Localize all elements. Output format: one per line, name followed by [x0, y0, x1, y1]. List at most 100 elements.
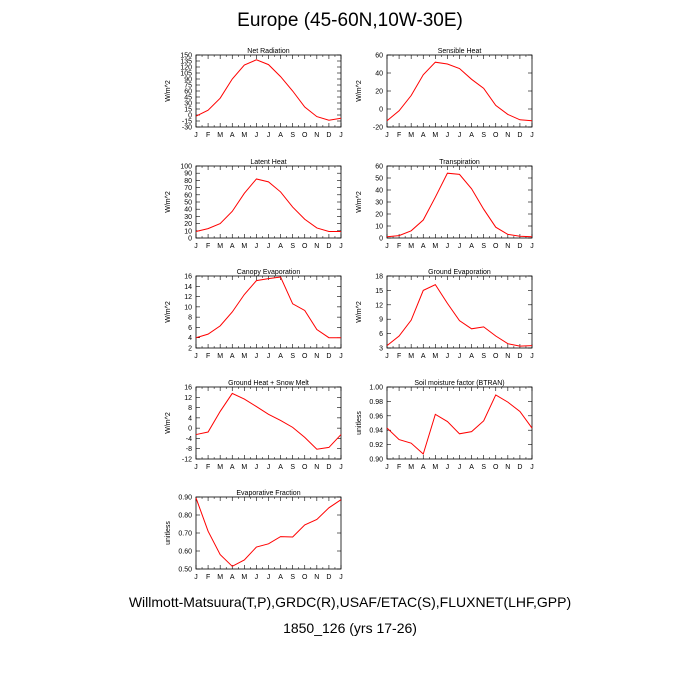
x-tick-label: J: [530, 353, 534, 360]
y-tick-label: 30: [184, 101, 192, 108]
y-tick-label: 75: [184, 83, 192, 90]
x-tick-label: M: [432, 353, 438, 360]
x-tick-label: S: [290, 132, 295, 139]
x-tick-label: J: [385, 464, 389, 471]
x-tick-label: F: [397, 243, 401, 250]
y-tick-label: 0.96: [369, 413, 383, 420]
series-line: [195, 178, 341, 233]
chart-panel-3: J F M A M J J A S O N D J0102030405060TranspirationW…: [356, 159, 534, 250]
x-tick-label: O: [302, 243, 308, 250]
x-tick-label: J: [530, 132, 534, 139]
x-tick-label: J: [446, 132, 450, 139]
x-tick-label: D: [517, 353, 522, 360]
x-tick-label: F: [206, 464, 210, 471]
y-tick-label: 80: [184, 178, 192, 185]
x-tick-label: S: [290, 353, 295, 360]
x-tick-label: J: [339, 243, 343, 250]
y-tick-label: 12: [184, 395, 192, 402]
x-tick-label: J: [194, 243, 198, 250]
x-tick-label: S: [481, 243, 486, 250]
chart-panel-8: J F M A M J J A S O N D J0.500.600.700.800.90Evapora…: [165, 490, 343, 581]
y-tick-label: 0.50: [178, 567, 192, 574]
x-tick-label: J: [446, 243, 450, 250]
x-tick-label: M: [217, 464, 223, 471]
x-tick-label: N: [314, 132, 319, 139]
x-tick-label: A: [421, 132, 426, 139]
x-tick-label: D: [326, 464, 331, 471]
y-tick-label: 135: [180, 59, 192, 66]
y-tick-label: 0: [188, 426, 192, 433]
y-tick-label: -15: [182, 119, 192, 126]
x-tick-label: M: [408, 464, 414, 471]
plot-frame: [195, 386, 342, 460]
x-tick-label: J: [530, 243, 534, 250]
y-tick-label: 40: [375, 71, 383, 78]
y-tick-label: 90: [184, 77, 192, 84]
plot-frame: [386, 54, 533, 128]
y-axis-label: W/m^2: [356, 80, 363, 102]
series-line: [386, 394, 533, 455]
y-tick-label: 2: [188, 346, 192, 353]
plot-frame: [195, 54, 342, 128]
y-tick-label: -30: [182, 125, 192, 132]
y-tick-label: 70: [184, 185, 192, 192]
x-tick-label: A: [469, 464, 474, 471]
y-tick-label: 0.80: [178, 513, 192, 520]
y-tick-label: 0: [188, 236, 192, 243]
y-tick-label: -4: [186, 436, 192, 443]
x-tick-label: N: [505, 464, 510, 471]
x-tick-label: J: [446, 353, 450, 360]
chart-panel-7: J F M A M J J A S O N D J0.900.920.940.960.981.00Soi…: [356, 380, 534, 471]
panel-title: Ground Evaporation: [428, 269, 491, 276]
x-tick-label: S: [481, 464, 486, 471]
panel-title: Transpiration: [439, 159, 480, 166]
x-tick-label: J: [339, 574, 343, 581]
y-tick-label: 16: [184, 274, 192, 281]
panel-title: Canopy Evaporation: [237, 269, 301, 276]
x-tick-label: M: [217, 243, 223, 250]
y-tick-label: 20: [184, 221, 192, 228]
chart-panel-2: J F M A M J J A S O N D J0102030405060708090100Laten…: [165, 159, 343, 250]
x-tick-label: J: [385, 132, 389, 139]
x-tick-label: F: [206, 243, 210, 250]
x-tick-label: A: [230, 574, 235, 581]
y-tick-label: 6: [379, 331, 383, 338]
series-line: [195, 497, 342, 567]
y-tick-label: 105: [180, 71, 192, 78]
x-tick-label: O: [493, 132, 499, 139]
x-tick-label: J: [255, 132, 259, 139]
y-tick-label: 3: [379, 346, 383, 353]
x-tick-label: S: [290, 464, 295, 471]
y-tick-label: -20: [373, 125, 383, 132]
x-tick-label: A: [278, 464, 283, 471]
x-tick-label: A: [421, 243, 426, 250]
y-tick-label: 0: [379, 107, 383, 114]
series-line: [386, 172, 533, 238]
x-tick-label: J: [267, 464, 271, 471]
y-tick-label: 45: [184, 95, 192, 102]
plot-frame: [386, 386, 533, 460]
x-tick-label: O: [302, 464, 308, 471]
y-tick-label: 60: [375, 53, 383, 60]
y-tick-label: 60: [375, 164, 383, 171]
x-tick-label: J: [339, 464, 343, 471]
x-tick-label: O: [493, 464, 499, 471]
x-tick-label: A: [230, 132, 235, 139]
y-axis-label: W/m^2: [356, 301, 363, 323]
y-tick-label: 10: [375, 224, 383, 231]
x-tick-label: M: [432, 243, 438, 250]
panel-title: Evaporative Fraction: [236, 490, 300, 497]
plot-frame: [195, 496, 342, 570]
y-tick-label: 60: [184, 89, 192, 96]
y-tick-label: 16: [184, 385, 192, 392]
x-tick-label: F: [206, 574, 210, 581]
x-tick-label: J: [458, 353, 462, 360]
x-tick-label: N: [505, 243, 510, 250]
y-tick-label: 6: [188, 325, 192, 332]
x-tick-label: J: [194, 353, 198, 360]
x-tick-label: A: [421, 353, 426, 360]
y-tick-label: 9: [379, 317, 383, 324]
